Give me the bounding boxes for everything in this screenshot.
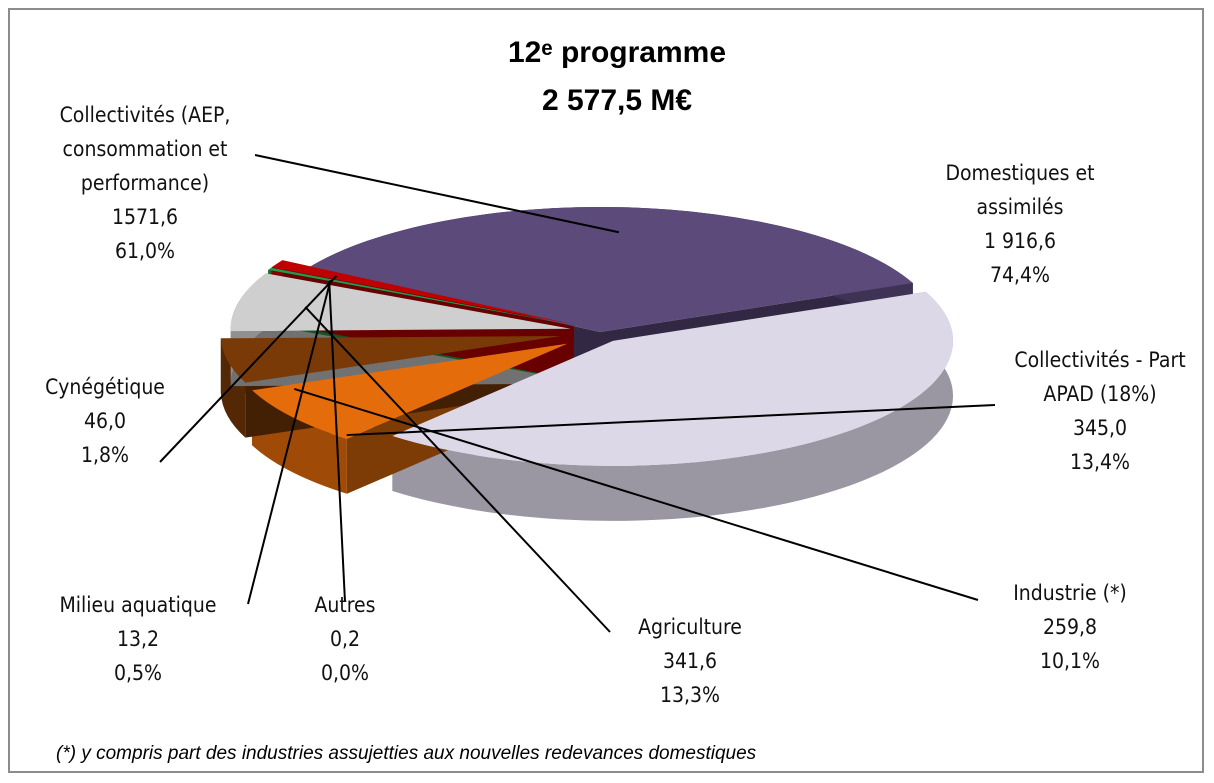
percentage-label: 0,5% <box>114 661 162 685</box>
chart <box>159 154 996 633</box>
percentage-label: 13,3% <box>659 683 720 707</box>
category-name: Collectivités - Part APAD (18%) <box>1014 348 1186 406</box>
value-label: 259,8 <box>1042 615 1098 639</box>
chart-title: 12ᵉ programme <box>507 36 727 69</box>
percentage-label: 0,0% <box>321 661 369 685</box>
leader-line <box>254 154 620 234</box>
slice-side <box>392 291 954 521</box>
pie-slice <box>268 267 574 326</box>
slice-label: Collectivités - Part APAD (18%) 345,0 13,4… <box>1000 343 1200 479</box>
slice-label: Agriculture 341,6 13,3% <box>600 610 780 712</box>
pie-slice <box>252 343 568 439</box>
category-name: Cynégétique <box>45 375 165 399</box>
category-name: Milieu aquatique <box>59 593 217 617</box>
percentage-label: 61,0% <box>114 239 175 263</box>
category-name: Domestiques et assimilés <box>945 161 1095 219</box>
leader-line <box>328 281 346 603</box>
chart-subtitle: 2 577,5 M€ <box>541 84 693 117</box>
category-name: Autres <box>314 593 376 617</box>
pie-slice <box>392 291 954 466</box>
slice-label: Milieu aquatique 13,2 0,5% <box>22 588 254 690</box>
pie-slice <box>220 335 561 383</box>
slice-side <box>220 338 246 438</box>
category-name: Industrie (*) <box>1013 581 1127 605</box>
value-label: 0,2 <box>329 627 361 651</box>
value-label: 345,0 <box>1072 416 1128 440</box>
leader-line <box>304 306 611 633</box>
chart-frame: 12ᵉ programme 2 577,5 M€ (*) y compris p… <box>8 8 1204 773</box>
leader-line <box>159 275 338 463</box>
value-label: 1 916,6 <box>983 229 1057 253</box>
footnote: (*) y compris part des industries assuje… <box>56 743 757 764</box>
slice-label: Cynégétique 46,0 1,8% <box>30 370 180 472</box>
category-name: Agriculture <box>638 615 742 639</box>
value-label: 13,2 <box>116 627 160 651</box>
slice-label: Domestiques et assimilés 1 916,6 74,4% <box>900 156 1140 292</box>
leader-line <box>346 404 996 437</box>
leader-line <box>293 387 979 601</box>
category-name: Collectivités (AEP, consommation et perf… <box>59 103 231 195</box>
value-label: 341,6 <box>662 649 718 673</box>
slice-label: Autres 0,2 0,0% <box>290 588 400 690</box>
value-label: 46,0 <box>83 409 127 433</box>
percentage-label: 74,4% <box>989 263 1050 287</box>
value-label: 1571,6 <box>111 205 179 229</box>
percentage-label: 1,8% <box>81 443 129 467</box>
leader-line <box>247 279 332 605</box>
percentage-label: 13,4% <box>1069 450 1130 474</box>
slice-label: Industrie (*) 259,8 10,1% <box>970 576 1170 678</box>
pie-slice <box>271 260 574 325</box>
pie-slice <box>268 269 574 326</box>
percentage-label: 10,1% <box>1039 649 1100 673</box>
slice-label: Collectivités (AEP, consommation et perf… <box>20 98 270 268</box>
